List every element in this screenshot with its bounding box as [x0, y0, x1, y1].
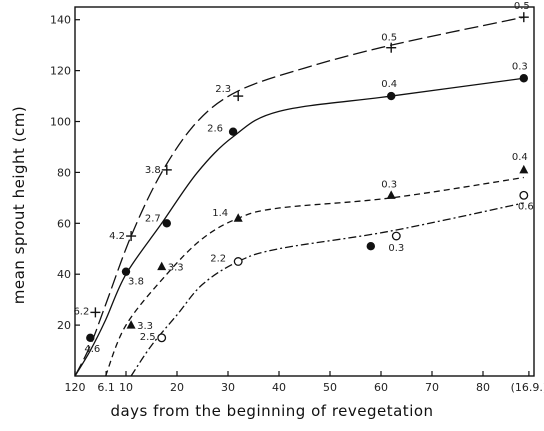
filled-circle-marker	[519, 74, 528, 83]
point-label: 3.8	[128, 277, 144, 288]
y-tick-label: 40	[57, 268, 71, 281]
plus-marker	[518, 12, 529, 23]
series-curve	[104, 176, 524, 377]
triangle-marker	[157, 261, 167, 271]
y-axis-label: mean sprout height (cm)	[10, 106, 28, 304]
y-tick-label: 120	[50, 65, 71, 78]
series-curve	[130, 202, 524, 377]
point-label: 4.2	[109, 231, 125, 242]
axes: 120 6.1 10 20 30 40 50 60 70 80 (16.9.) 20 40 60 80 100…	[50, 6, 544, 394]
x-tick-label: 70	[425, 381, 439, 394]
plus-marker	[386, 42, 397, 53]
point-label: 0.3	[388, 243, 404, 254]
y-tick-label: 140	[50, 14, 71, 27]
point-label: 2.2	[210, 253, 226, 264]
x-tick-label: 20	[170, 381, 184, 394]
series-curve	[74, 77, 524, 377]
triangle-marker	[519, 164, 529, 174]
point-label: 0.4	[512, 152, 528, 163]
point-label: 3.3	[168, 263, 184, 274]
plot-frame	[74, 6, 535, 377]
point-label: 0.5	[514, 1, 530, 12]
x-tick-label: (16.9.)	[511, 381, 544, 394]
open-circle-marker	[157, 333, 167, 343]
data-points	[86, 12, 529, 343]
x-axis-label: days from the beginning of revegetation	[110, 402, 433, 420]
x-tick-label: 30	[221, 381, 235, 394]
filled-circle-marker	[228, 127, 238, 136]
plus-marker	[233, 91, 244, 102]
point-label: 4.6	[84, 344, 100, 355]
filled-circle-marker	[162, 219, 171, 228]
plus-marker	[161, 164, 172, 175]
filled-circle-marker	[86, 333, 95, 343]
point-label: 0.3	[512, 61, 528, 72]
plus-marker	[90, 307, 101, 318]
open-circle-marker	[391, 231, 401, 241]
point-label: 0.3	[381, 179, 397, 190]
plus-marker	[126, 231, 137, 242]
x-tick-label: 10	[119, 381, 133, 394]
y-tick-label: 100	[50, 116, 71, 129]
point-label: 0.4	[381, 79, 397, 90]
x-tick-label: 50	[323, 381, 337, 394]
point-label: 2.7	[145, 213, 161, 224]
point-labels: 6.24.23.82.30.50.54.63.82.72.60.40.3A3.3…	[73, 1, 544, 355]
x-tick-label: 40	[272, 381, 286, 394]
y-tick-label: 60	[57, 217, 71, 230]
open-circle-marker	[233, 257, 243, 266]
triangle-marker	[386, 190, 396, 199]
open-circle-marker	[519, 190, 529, 200]
x-tick-label: 120	[65, 381, 86, 394]
x-tick-label: 6.1	[97, 381, 115, 394]
point-label: 0.5	[381, 33, 397, 44]
point-label: 0.6	[518, 201, 534, 212]
point-label: 3.8	[145, 165, 161, 176]
point-label: 2.5	[140, 332, 156, 343]
series-curve	[74, 16, 524, 377]
y-tick-label: 20	[57, 319, 71, 332]
point-label: 2.6	[207, 124, 223, 135]
y-tick-label: 80	[57, 166, 71, 179]
triangle-marker	[233, 213, 243, 222]
point-label: 1.4	[212, 208, 228, 219]
x-tick-label: 80	[476, 381, 490, 394]
filled-circle-marker	[121, 267, 131, 276]
point-label: 2.3	[215, 84, 231, 95]
filled-circle-marker	[387, 91, 396, 101]
point-label: 6.2	[73, 306, 89, 317]
x-tick-label: 60	[374, 381, 388, 394]
filled-circle-marker	[366, 242, 375, 251]
point-label: 3.3	[137, 321, 153, 332]
triangle-marker	[126, 320, 136, 329]
